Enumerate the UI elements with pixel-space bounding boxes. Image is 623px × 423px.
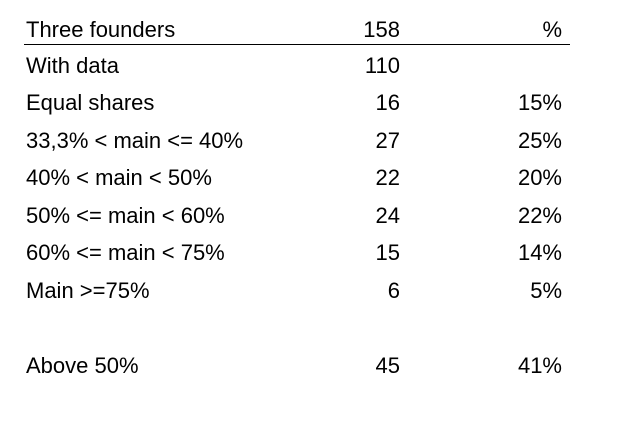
summary-label: Above 50% [26, 353, 139, 378]
row-label: 60% <= main < 75% [26, 240, 225, 265]
row-percent: 22% [517, 202, 562, 228]
table-row: 60% <= main < 75% 15 14% [24, 233, 570, 271]
founders-share-table: Three founders 158 % With data 110 Equal… [24, 0, 570, 383]
row-count: 22 [375, 165, 400, 190]
row-percent: 15% [517, 90, 562, 115]
row-percent: 14% [517, 240, 562, 265]
blank-row [24, 308, 570, 346]
row-label: Equal shares [26, 90, 155, 115]
summary-percent: 41% [517, 353, 562, 378]
summary-count: 45 [375, 353, 400, 378]
header-count: 158 [363, 17, 400, 42]
row-label: 50% <= main < 60% [26, 202, 225, 228]
row-count: 16 [375, 90, 400, 115]
table-row: Equal shares 16 15% [24, 83, 570, 121]
table-row: 33,3% < main <= 40% 27 25% [24, 120, 570, 158]
row-label: With data [26, 52, 119, 78]
row-count: 15 [375, 240, 400, 265]
table-row: Main >=75% 6 5% [24, 270, 570, 308]
row-count: 110 [364, 52, 400, 78]
row-count: 27 [375, 127, 400, 153]
header-label: Three founders [26, 17, 176, 42]
table-row: 40% < main < 50% 22 20% [24, 158, 570, 196]
row-percent: 5% [530, 277, 562, 303]
header-percent: % [542, 17, 562, 42]
row-count: 6 [387, 277, 400, 303]
row-percent: 25% [517, 127, 562, 153]
table-row: 50% <= main < 60% 24 22% [24, 195, 570, 233]
row-label: 33,3% < main <= 40% [26, 127, 244, 153]
row-count: 24 [375, 202, 400, 228]
summary-row: Above 50% 45 41% [24, 346, 570, 384]
row-label: Main >=75% [26, 277, 150, 303]
row-label: 40% < main < 50% [26, 165, 212, 190]
table-header-row: Three founders 158 % [24, 0, 570, 45]
table-row: With data 110 [24, 45, 570, 83]
row-percent: 20% [517, 165, 562, 190]
